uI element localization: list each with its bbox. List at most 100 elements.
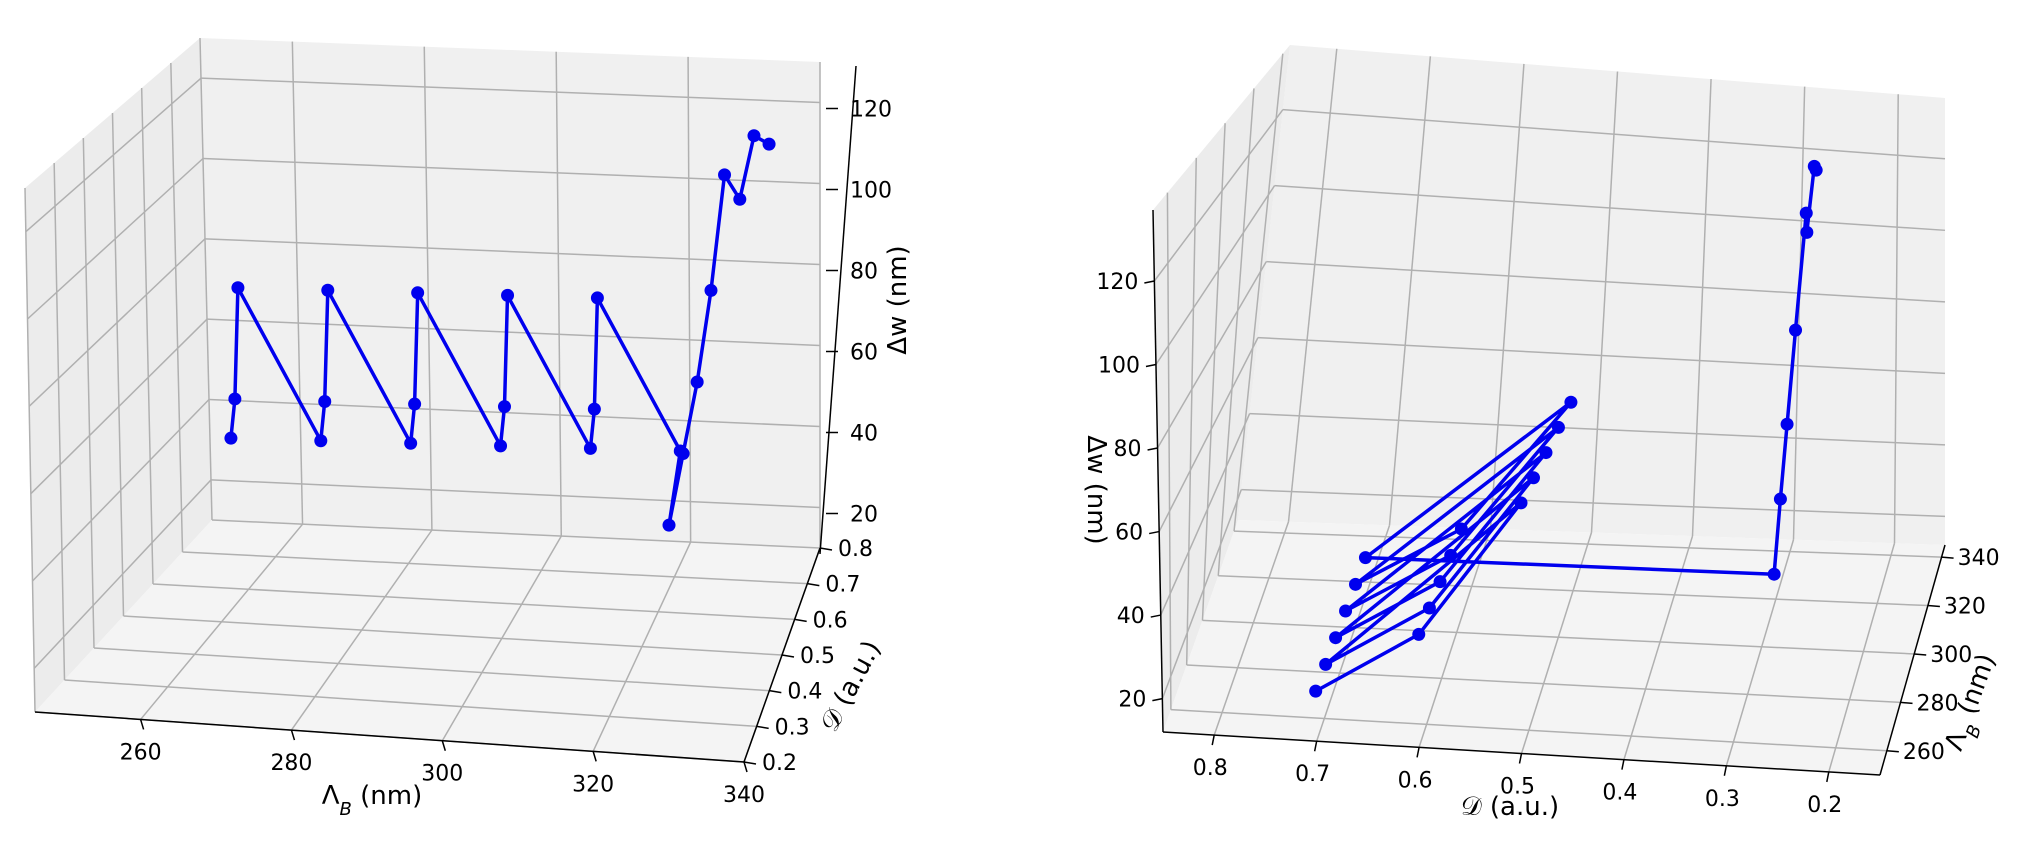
grid-line <box>152 583 795 621</box>
grid-line <box>555 51 563 537</box>
grid-line <box>123 615 783 656</box>
grid-line <box>199 37 213 521</box>
x-axis-title: 𝒟 (a.u.) <box>1461 792 1559 822</box>
x-tick-label: 0.6 <box>1398 768 1433 793</box>
y-tick-label: 320 <box>1944 595 1986 620</box>
grid-line <box>1266 260 1946 303</box>
y-tick <box>1900 701 1913 705</box>
grid-line <box>1217 88 1255 576</box>
grid-line <box>1170 708 1887 752</box>
grid-line <box>204 238 821 266</box>
grid-line <box>1590 71 1619 533</box>
x-tick <box>1313 741 1318 752</box>
y-tick-label: 0.3 <box>775 715 810 740</box>
grid-line <box>1201 123 1226 621</box>
data-point <box>228 392 242 406</box>
data-point <box>318 394 332 408</box>
z-tick-label: 20 <box>1118 688 1146 713</box>
grid-line <box>82 137 95 649</box>
z-axis-title: Δw (nm) <box>883 245 913 354</box>
z-tick-label: 40 <box>1117 604 1145 629</box>
z-tick <box>1149 530 1160 535</box>
data-point <box>1329 631 1343 645</box>
y-tick <box>807 582 820 587</box>
grid-line <box>1233 53 1284 532</box>
grid-line <box>1725 539 1795 766</box>
grid-line <box>202 157 821 185</box>
grid-line <box>1893 94 1899 544</box>
z-tick <box>1150 614 1161 618</box>
x-tick <box>1211 734 1215 746</box>
data-point <box>1433 575 1447 589</box>
grid-line <box>1218 575 1928 607</box>
data-point <box>1809 163 1823 177</box>
data-point <box>1773 492 1787 506</box>
grid-line <box>1234 530 1942 558</box>
data-point <box>1564 395 1578 409</box>
data-point <box>1454 522 1468 536</box>
grid-line <box>1489 63 1525 529</box>
back-wall-pane <box>1238 45 1945 545</box>
data-point <box>1526 471 1540 485</box>
y-tick-label: 0.4 <box>787 680 822 705</box>
x-tick <box>1621 759 1625 770</box>
y-tick <box>1914 653 1927 656</box>
data-point <box>1339 604 1353 618</box>
x-tick <box>743 761 748 773</box>
z-axis-title: Δw (nm) <box>1081 435 1111 544</box>
y-tick-label: 300 <box>1930 643 1972 668</box>
grid-line <box>1161 489 1243 699</box>
data-point <box>733 192 747 206</box>
y-axis-line <box>1879 544 1946 776</box>
grid-line <box>206 318 821 347</box>
data-point <box>704 283 718 297</box>
z-tick-label: 40 <box>850 422 878 447</box>
grid-line <box>1274 184 1946 232</box>
x-tick <box>592 751 597 762</box>
x-tick-label: 260 <box>120 740 162 765</box>
z-axis-line <box>1152 209 1164 733</box>
x-tick <box>290 729 296 741</box>
x-tick-label: 0.8 <box>1193 756 1228 781</box>
grid-line <box>53 162 66 681</box>
data-point <box>662 518 676 532</box>
grid-line <box>170 62 184 553</box>
grid-line <box>1213 521 1290 736</box>
series-line <box>229 133 770 527</box>
x-axis-line <box>34 711 745 763</box>
grid-line <box>1388 56 1432 526</box>
grid-line <box>1520 532 1593 754</box>
y-tick <box>794 618 807 623</box>
grid-line <box>1241 488 1946 518</box>
grid-line <box>24 187 36 713</box>
x-tick <box>1416 747 1420 758</box>
z-tick-label: 60 <box>1115 521 1143 546</box>
data-point <box>231 281 245 295</box>
z-tick-label: 120 <box>850 98 892 123</box>
y-tick-label: 340 <box>1958 546 2000 571</box>
z-tick <box>1152 697 1163 702</box>
y-tick <box>769 689 782 694</box>
data-point <box>1349 577 1363 591</box>
z-tick-label: 120 <box>1096 270 1138 295</box>
y-tick <box>1886 750 1899 753</box>
data-point <box>1551 420 1565 434</box>
data-point <box>1767 567 1781 581</box>
y-tick-label: 260 <box>1903 740 1945 765</box>
data-point <box>1799 206 1813 220</box>
grid-line <box>1623 535 1694 760</box>
data-point <box>1789 323 1803 337</box>
floor-pane <box>35 520 820 762</box>
x-tick-label: 0.2 <box>1807 793 1842 818</box>
z-tick <box>1147 447 1158 451</box>
grid-line <box>1257 336 1946 375</box>
data-point <box>1309 684 1323 698</box>
grid-line <box>423 46 433 531</box>
grid-line <box>1828 543 1896 773</box>
data-point <box>408 397 422 411</box>
grid-line <box>1160 413 1251 616</box>
data-point <box>690 375 704 389</box>
data-point <box>314 434 328 448</box>
data-point <box>1800 225 1814 239</box>
